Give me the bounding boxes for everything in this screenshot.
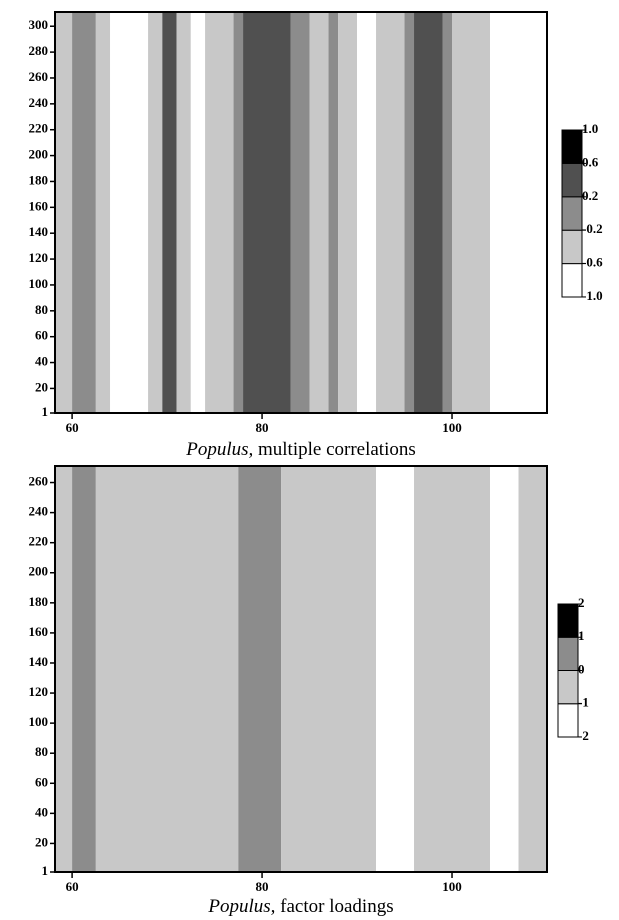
- y-tick-label: 280: [29, 43, 49, 58]
- y-tick-label: 300: [29, 17, 49, 32]
- caption: Populus, factor loadings: [207, 896, 393, 917]
- contour-band: [233, 12, 244, 413]
- colorbar-swatch: [557, 670, 579, 705]
- x-tick-label: 60: [66, 879, 79, 894]
- y-tick-label: 80: [35, 302, 48, 317]
- y-tick-label: 200: [29, 147, 49, 162]
- y-tick-label: 100: [29, 714, 49, 729]
- contour-band: [452, 12, 491, 413]
- y-tick-label: 1: [42, 404, 49, 419]
- colorbar-swatch: [561, 129, 583, 164]
- contour-band: [376, 466, 415, 872]
- contour-band: [328, 12, 339, 413]
- contour-band: [414, 12, 443, 413]
- colorbar-label: -0.2: [582, 221, 603, 236]
- colorbar-label: -0.6: [582, 255, 603, 270]
- colorbar-swatch: [557, 636, 579, 671]
- y-tick-label: 240: [29, 95, 49, 110]
- contour-band: [518, 466, 547, 872]
- contour-band: [95, 466, 239, 872]
- contour-band: [72, 12, 96, 413]
- colorbar-label: 2: [578, 595, 585, 610]
- colorbar-swatch: [561, 263, 583, 298]
- plot-frame: [54, 11, 548, 414]
- y-tick-label: 240: [29, 504, 49, 519]
- colorbar-swatch: [561, 196, 583, 231]
- contour-band: [442, 12, 453, 413]
- x-tick-label: 80: [256, 879, 269, 894]
- colorbar-label: -1.0: [582, 288, 603, 303]
- contour-band: [414, 466, 491, 872]
- contour-band: [148, 12, 163, 413]
- contour-band: [357, 12, 377, 413]
- x-tick-label: 100: [442, 420, 462, 435]
- contour-band: [205, 12, 234, 413]
- y-tick-label: 160: [29, 198, 49, 213]
- y-tick-label: 60: [35, 774, 48, 789]
- contour-band: [190, 12, 206, 413]
- colorbar-label: 0.6: [582, 154, 599, 169]
- contour-band: [243, 12, 291, 413]
- colorbar-label: 0.2: [582, 188, 598, 203]
- colorbar-swatch: [561, 162, 583, 198]
- contour-band: [110, 12, 149, 413]
- caption-species: Populus,: [207, 896, 275, 917]
- colorbar-swatch: [557, 703, 579, 738]
- caption-text: factor loadings: [280, 896, 393, 917]
- y-tick-label: 40: [35, 804, 48, 819]
- contour-band: [55, 466, 73, 872]
- colorbar-label: 1.0: [582, 121, 598, 136]
- x-tick-label: 60: [66, 420, 79, 435]
- y-tick-label: 20: [35, 379, 48, 394]
- y-tick-label: 140: [29, 224, 49, 239]
- y-tick-label: 200: [29, 564, 49, 579]
- contour-band: [309, 12, 329, 413]
- plot-frame: [54, 465, 548, 873]
- caption: Populus, multiple correlations: [185, 439, 416, 460]
- y-tick-label: 260: [29, 69, 49, 84]
- y-tick-label: 80: [35, 744, 48, 759]
- contour-band: [376, 12, 405, 413]
- contour-band: [290, 12, 310, 413]
- contour-band: [281, 466, 377, 872]
- y-tick-label: 220: [29, 121, 49, 136]
- y-tick-label: 140: [29, 654, 49, 669]
- y-tick-label: 1: [42, 863, 49, 878]
- contour-band: [490, 12, 547, 413]
- contour-band: [162, 12, 177, 413]
- y-tick-label: 120: [29, 250, 49, 265]
- y-tick-label: 160: [29, 624, 49, 639]
- y-tick-label: 180: [29, 594, 49, 609]
- y-tick-label: 220: [29, 534, 49, 549]
- contour-band: [238, 466, 282, 872]
- contour-band: [55, 12, 73, 413]
- colorbar-swatch: [557, 603, 579, 638]
- caption-species: Populus,: [185, 439, 253, 460]
- contour-band: [338, 12, 358, 413]
- y-tick-label: 40: [35, 354, 48, 369]
- contour-band: [490, 466, 519, 872]
- colorbar-label: 1: [578, 628, 585, 643]
- y-tick-label: 180: [29, 172, 49, 187]
- colorbar-label: -2: [578, 728, 589, 743]
- y-tick-label: 260: [29, 474, 49, 489]
- colorbar-label: -1: [578, 695, 589, 710]
- y-tick-label: 100: [29, 276, 49, 291]
- x-tick-label: 100: [442, 879, 462, 894]
- y-tick-label: 20: [35, 834, 48, 849]
- y-tick-label: 120: [29, 684, 49, 699]
- colorbar-label: 0: [578, 661, 585, 676]
- contour-band: [404, 12, 415, 413]
- contour-band: [176, 12, 191, 413]
- contour-band: [72, 466, 96, 872]
- colorbar-swatch: [561, 229, 583, 265]
- x-tick-label: 80: [256, 420, 269, 435]
- contour-band: [95, 12, 111, 413]
- caption-text: multiple correlations: [258, 439, 416, 460]
- y-tick-label: 60: [35, 328, 48, 343]
